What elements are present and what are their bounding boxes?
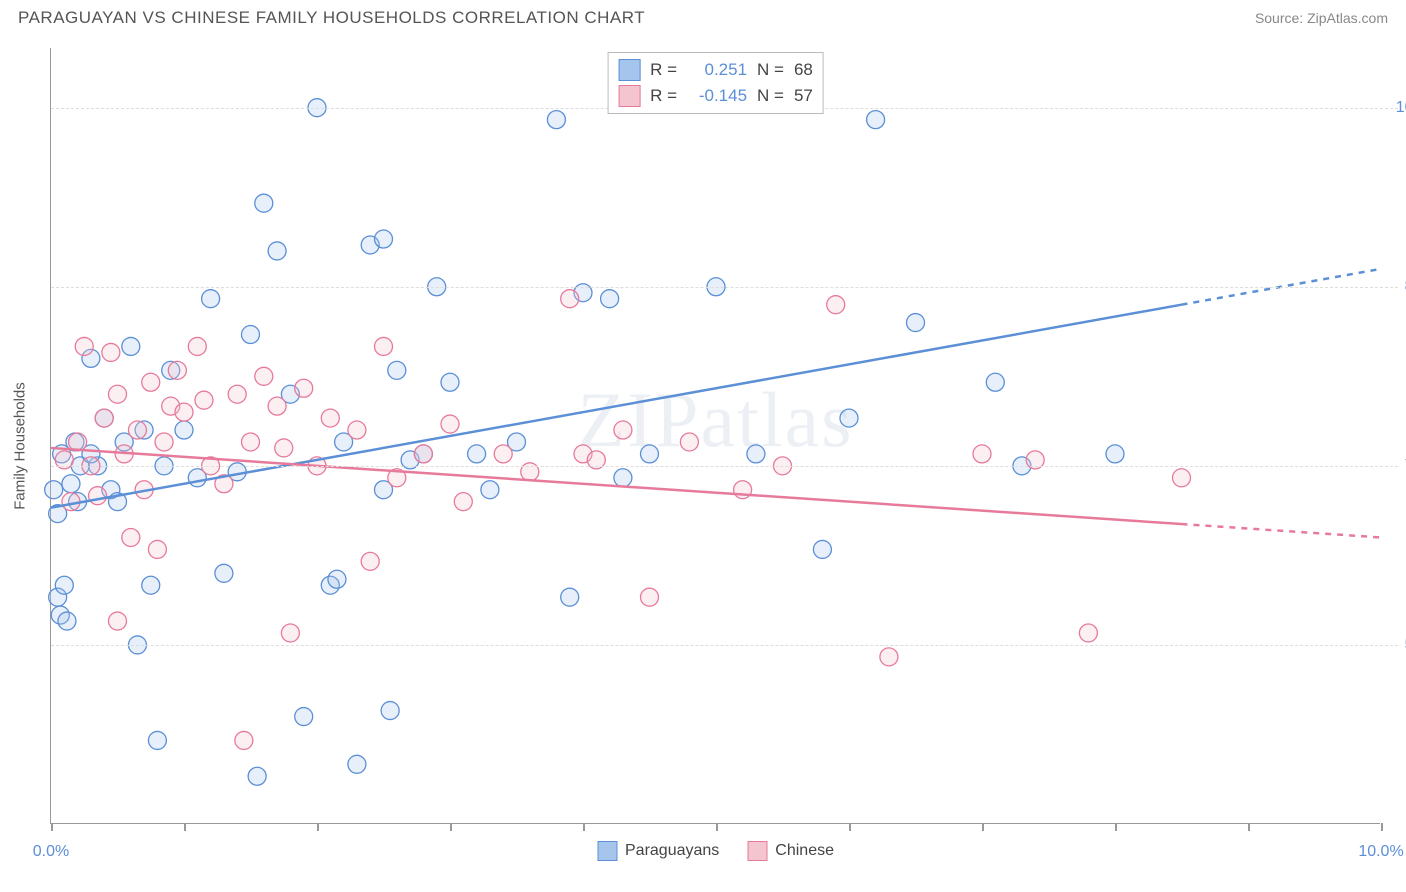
r-value-paraguayans: 0.251: [687, 60, 747, 80]
xtick: [1248, 823, 1250, 831]
n-value-paraguayans: 68: [794, 60, 813, 80]
ytick-label: 100.0%: [1396, 99, 1406, 117]
xtick: [1381, 823, 1383, 831]
xtick-label: 10.0%: [1358, 843, 1403, 861]
xtick-label: 0.0%: [33, 843, 69, 861]
gridline-h: [51, 645, 1398, 646]
xtick: [1115, 823, 1117, 831]
xtick: [982, 823, 984, 831]
xtick: [184, 823, 186, 831]
plot-area: ZIPatlas R = 0.251 N = 68 R = -0.145 N =…: [50, 48, 1380, 824]
correlation-legend: R = 0.251 N = 68 R = -0.145 N = 57: [607, 52, 824, 114]
r-value-chinese: -0.145: [687, 86, 747, 106]
r-label: R =: [650, 86, 677, 106]
legend-item-paraguayans: Paraguayans: [597, 841, 719, 861]
n-label: N =: [757, 86, 784, 106]
legend-row-paraguayans: R = 0.251 N = 68: [618, 57, 813, 83]
gridline-h: [51, 466, 1398, 467]
xtick: [849, 823, 851, 831]
series-legend: Paraguayans Chinese: [597, 841, 834, 861]
xtick: [450, 823, 452, 831]
chart-source: Source: ZipAtlas.com: [1255, 10, 1388, 26]
chart-title: PARAGUAYAN VS CHINESE FAMILY HOUSEHOLDS …: [18, 8, 645, 28]
swatch-paraguayans: [618, 59, 640, 81]
xtick: [583, 823, 585, 831]
xtick: [317, 823, 319, 831]
swatch-chinese-bottom: [747, 841, 767, 861]
swatch-paraguayans-bottom: [597, 841, 617, 861]
gridline-h: [51, 287, 1398, 288]
legend-label-chinese: Chinese: [775, 842, 834, 860]
xtick: [716, 823, 718, 831]
chart-header: PARAGUAYAN VS CHINESE FAMILY HOUSEHOLDS …: [0, 0, 1406, 32]
y-axis-label: Family Households: [12, 382, 29, 510]
xtick: [51, 823, 53, 831]
r-label: R =: [650, 60, 677, 80]
n-label: N =: [757, 60, 784, 80]
scatter-svg: [51, 48, 1380, 823]
legend-label-paraguayans: Paraguayans: [625, 842, 719, 860]
legend-item-chinese: Chinese: [747, 841, 834, 861]
swatch-chinese: [618, 85, 640, 107]
legend-row-chinese: R = -0.145 N = 57: [618, 83, 813, 109]
n-value-chinese: 57: [794, 86, 813, 106]
